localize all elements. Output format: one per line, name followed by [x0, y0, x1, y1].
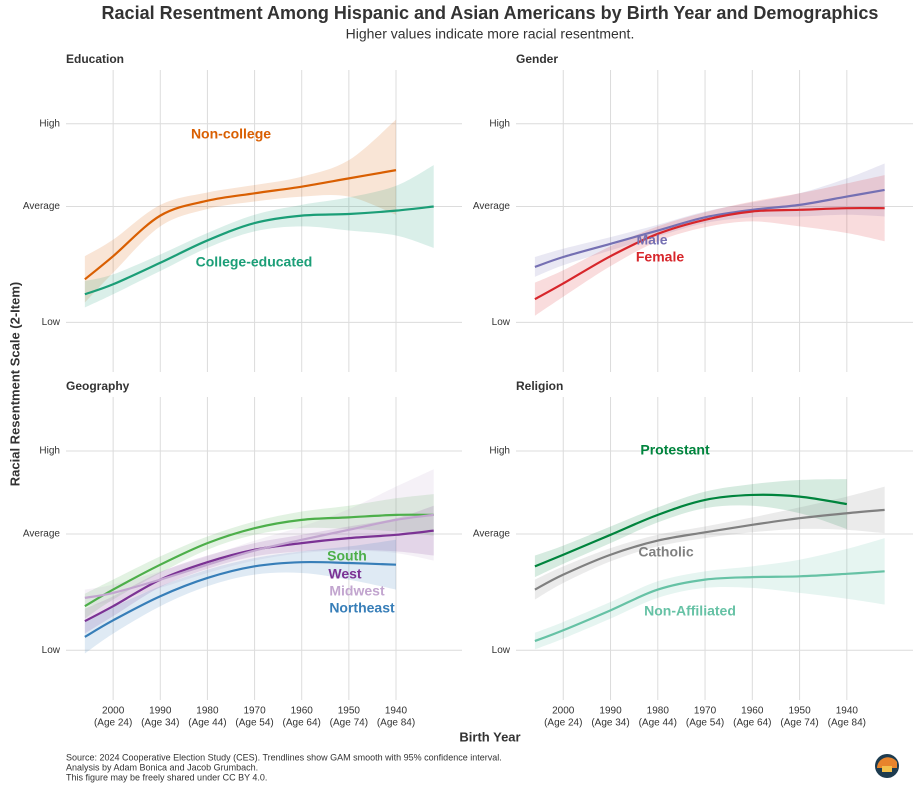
x-tick-label: (Age 74) — [780, 718, 818, 729]
x-tick-label: 1940 — [385, 706, 408, 717]
y-tick-label: Average — [23, 201, 61, 212]
series-label: Female — [636, 249, 684, 265]
x-tick-label: (Age 44) — [188, 718, 226, 729]
y-tick-label: Low — [492, 317, 511, 328]
x-tick-label: (Age 54) — [235, 718, 273, 729]
trend-line — [84, 513, 434, 608]
confidence-band — [84, 165, 434, 308]
x-tick-label: (Age 84) — [828, 718, 866, 729]
confidence-band — [534, 479, 847, 578]
confidence-band — [84, 469, 434, 607]
x-tick-label: (Age 34) — [591, 718, 629, 729]
series-label: Protestant — [640, 442, 710, 458]
panel-title: Religion — [516, 379, 563, 393]
trend-line — [534, 206, 885, 301]
series-label: Non-Affiliated — [644, 603, 736, 619]
series-label: Male — [636, 232, 667, 248]
y-tick-label: Average — [23, 529, 61, 540]
x-axis-title: Birth Year — [459, 729, 520, 744]
y-tick-label: High — [489, 118, 510, 129]
source-note: Analysis by Adam Bonica and Jacob Grumba… — [66, 762, 258, 772]
chart-title: Racial Resentment Among Hispanic and Asi… — [102, 3, 879, 23]
x-tick-label: (Age 44) — [639, 718, 677, 729]
x-tick-label: 1950 — [338, 706, 361, 717]
y-tick-label: High — [489, 446, 510, 457]
x-tick-label: 1950 — [788, 706, 811, 717]
source-note: This figure may be freely shared under C… — [66, 772, 267, 782]
x-tick-label: 1980 — [196, 706, 219, 717]
trend-line — [534, 570, 885, 643]
series-label: College-educated — [196, 254, 313, 270]
logo — [875, 754, 899, 778]
panel-title: Geography — [66, 379, 130, 393]
series-label: South — [327, 548, 367, 564]
x-tick-label: (Age 24) — [544, 718, 582, 729]
x-tick-label: (Age 54) — [686, 718, 724, 729]
y-tick-label: High — [39, 118, 60, 129]
trend-line — [84, 169, 397, 281]
x-tick-label: 1970 — [243, 706, 266, 717]
series-label: West — [328, 566, 362, 582]
series-label: Catholic — [638, 544, 693, 560]
x-tick-label: 1960 — [291, 706, 314, 717]
trend-line — [84, 513, 434, 599]
x-tick-label: (Age 74) — [330, 718, 368, 729]
source-note: Source: 2024 Cooperative Election Study … — [66, 752, 502, 762]
trend-line — [84, 205, 434, 296]
trend-line — [534, 508, 885, 591]
x-tick-label: 1990 — [149, 706, 172, 717]
confidence-band — [84, 494, 434, 619]
panel-title: Education — [66, 52, 124, 66]
panel-title: Gender — [516, 52, 558, 66]
y-tick-label: Low — [492, 645, 511, 656]
trend-line — [84, 560, 397, 638]
x-tick-label: (Age 64) — [283, 718, 321, 729]
y-tick-label: High — [39, 446, 60, 457]
confidence-band — [534, 163, 885, 277]
x-tick-label: 2000 — [102, 706, 125, 717]
y-axis-title: Racial Resentment Scale (2-Item) — [7, 282, 22, 486]
x-tick-label: (Age 64) — [733, 718, 771, 729]
x-tick-label: 1940 — [836, 706, 859, 717]
x-tick-label: 1970 — [694, 706, 717, 717]
x-tick-label: (Age 24) — [94, 718, 132, 729]
x-tick-label: 2000 — [552, 706, 575, 717]
series-label: Northeast — [329, 600, 395, 616]
y-tick-label: Low — [42, 317, 61, 328]
x-tick-label: (Age 34) — [141, 718, 179, 729]
y-tick-label: Average — [473, 529, 511, 540]
chart-subtitle: Higher values indicate more racial resen… — [346, 26, 635, 42]
confidence-band — [534, 486, 885, 600]
confidence-band — [84, 539, 396, 654]
trend-line — [534, 493, 848, 568]
confidence-band — [534, 538, 885, 650]
trend-line — [534, 188, 885, 268]
x-tick-label: 1980 — [647, 706, 670, 717]
x-tick-label: (Age 84) — [377, 718, 415, 729]
series-label: Non-college — [191, 126, 271, 142]
series-label: Midwest — [329, 583, 385, 599]
y-tick-label: Average — [473, 201, 511, 212]
y-tick-label: Low — [42, 645, 61, 656]
x-tick-label: 1990 — [599, 706, 622, 717]
x-tick-label: 1960 — [741, 706, 764, 717]
